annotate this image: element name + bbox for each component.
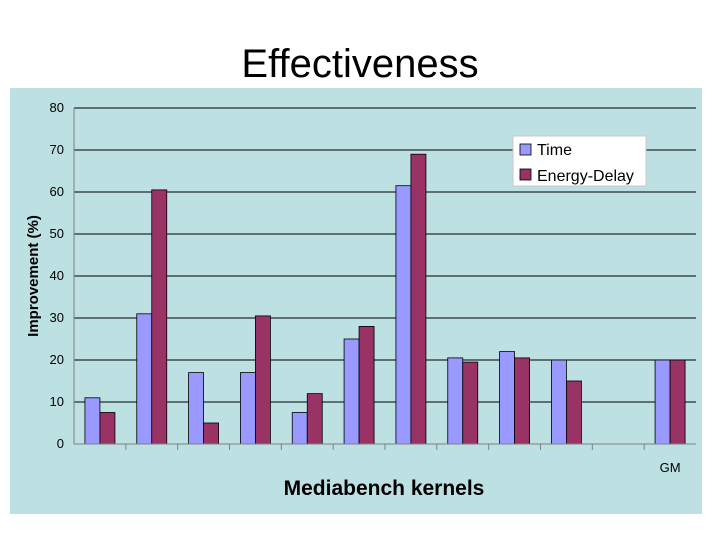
legend-label-energy-delay: Energy-Delay	[537, 168, 634, 185]
bar-energy-delay	[358, 325, 375, 445]
y-tick-label: 20	[50, 352, 64, 367]
bar-time	[499, 351, 515, 445]
gridlines	[74, 107, 696, 403]
chart-area: 0 10 20 30 40 50 60 70 80 GM Improvement (%) Med…	[10, 88, 702, 514]
y-tick-label: 30	[50, 310, 64, 325]
bar-time	[343, 338, 360, 445]
bar-energy-delay	[462, 361, 479, 445]
bar-energy-delay	[410, 153, 427, 445]
bar-time	[551, 359, 567, 445]
bar-time	[136, 313, 153, 445]
legend-swatch-energy-delay	[519, 168, 532, 181]
bar-energy-delay	[99, 412, 116, 445]
legend-label-time: Time	[537, 142, 572, 159]
y-tick-labels: 0 10 20 30 40 50 60 70 80	[50, 100, 64, 451]
bar-energy-delay	[566, 380, 582, 445]
bar-time	[84, 397, 101, 445]
y-tick-label: 80	[50, 100, 64, 115]
legend-box	[512, 135, 647, 187]
bar-chart: 0 10 20 30 40 50 60 70 80 GM Improvement (%) Med…	[25, 100, 696, 500]
bar-energy-delay	[151, 189, 168, 445]
bars	[84, 153, 686, 445]
y-tick-label: 70	[50, 142, 64, 157]
bar-time	[291, 412, 308, 445]
y-tick-label: 10	[50, 394, 64, 409]
bar-energy-delay	[669, 359, 686, 445]
x-tick-label: GM	[660, 460, 681, 475]
bar-time	[395, 185, 412, 445]
bar-energy-delay	[255, 315, 271, 445]
y-axis-label: Improvement (%)	[25, 215, 42, 337]
legend: Time Energy-Delay	[512, 135, 647, 187]
y-tick-label: 60	[50, 184, 64, 199]
legend-swatch-time	[519, 143, 532, 156]
bar-time	[447, 357, 464, 445]
slide-title: Effectiveness	[241, 42, 479, 86]
y-tick-label: 50	[50, 226, 64, 241]
bar-energy-delay	[514, 357, 530, 445]
y-tick-label: 0	[57, 436, 64, 451]
y-tick-label: 40	[50, 268, 64, 283]
bar-time	[654, 359, 671, 445]
bar-energy-delay	[203, 422, 219, 445]
bar-time	[188, 372, 204, 445]
bar-energy-delay	[306, 393, 323, 445]
x-tick-marks: GM	[125, 444, 681, 475]
x-axis-label: Mediabench kernels	[284, 477, 485, 500]
bar-time	[240, 372, 256, 445]
